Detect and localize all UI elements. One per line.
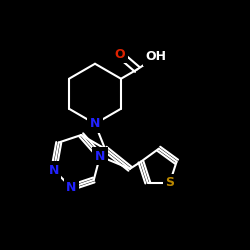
Text: S: S [165,176,174,189]
Text: O: O [114,48,125,61]
Text: OH: OH [146,50,167,63]
Text: N: N [95,150,105,163]
Text: N: N [90,117,100,130]
Text: N: N [66,181,76,194]
Text: N: N [48,164,59,176]
